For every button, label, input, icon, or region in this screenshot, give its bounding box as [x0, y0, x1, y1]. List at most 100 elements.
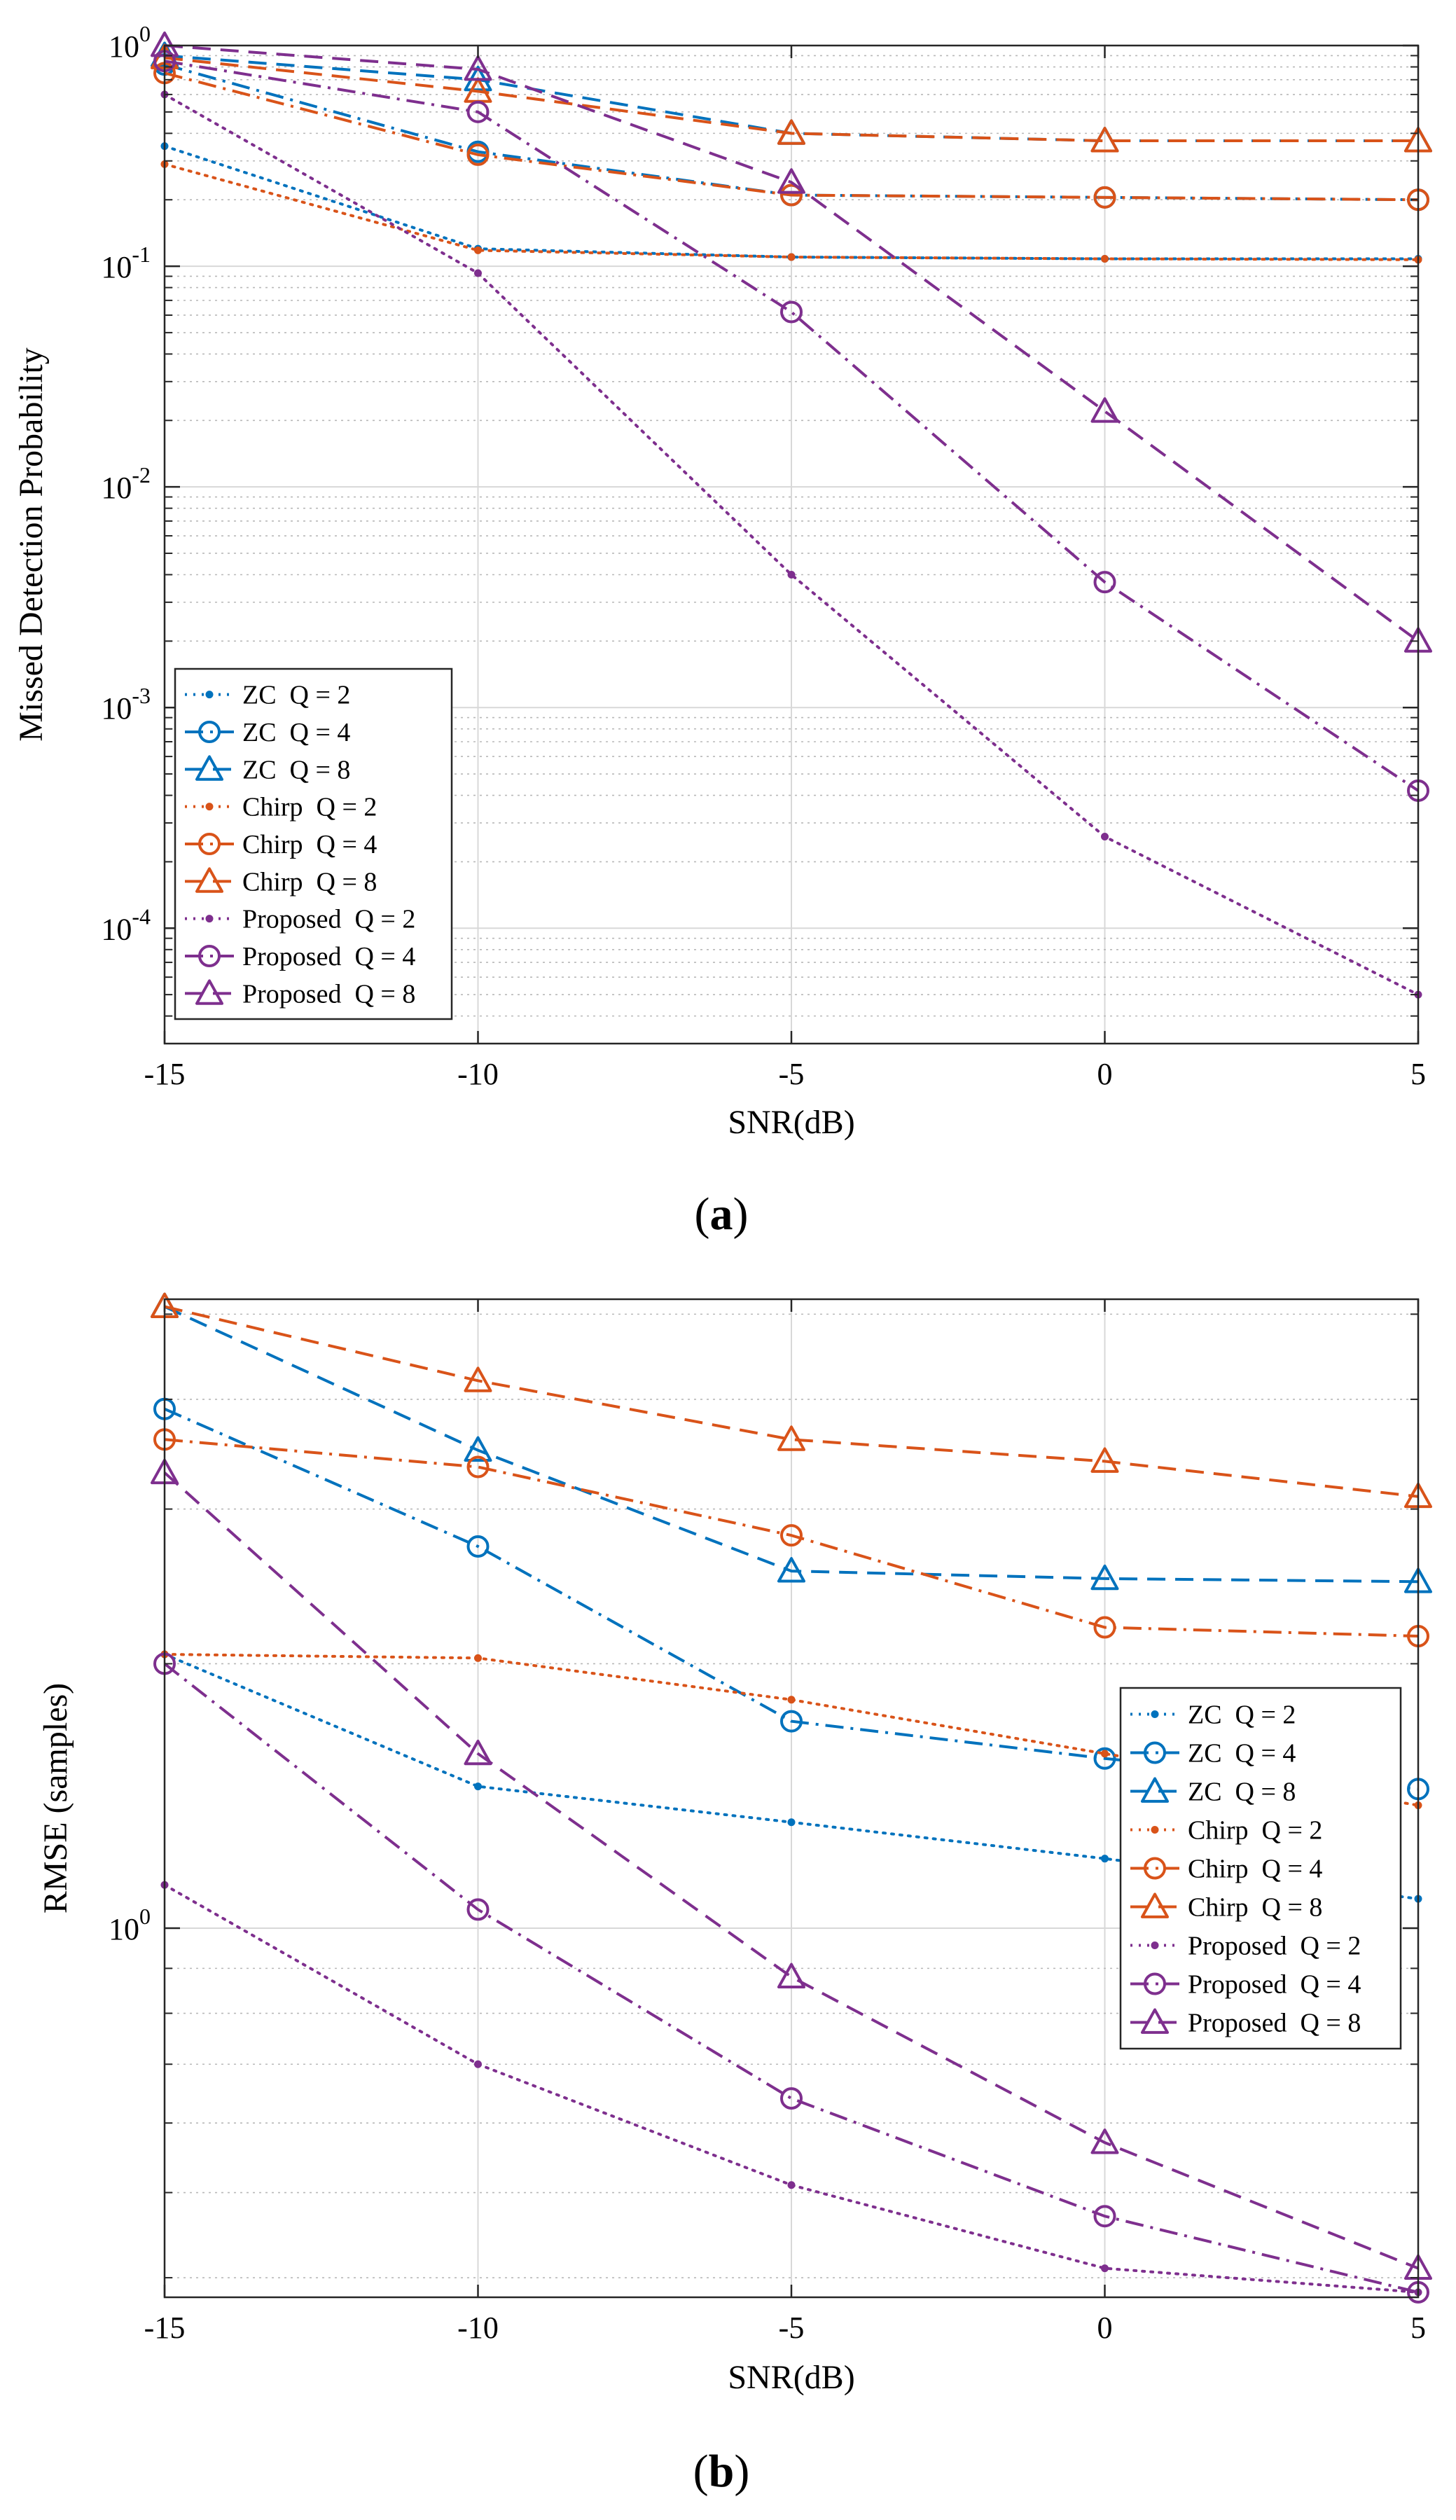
y-tick-label: 10-3 — [101, 683, 151, 726]
legend-label: Chirp Q = 4 — [1188, 1855, 1322, 1884]
x-tick-label: -10 — [457, 2311, 499, 2345]
data-point — [1101, 2264, 1109, 2273]
data-point — [464, 1366, 492, 1392]
data-point — [777, 1425, 805, 1451]
legend-label: Chirp Q = 8 — [242, 867, 377, 896]
data-point — [777, 1962, 805, 1989]
legend-marker — [198, 833, 221, 855]
legend-item: ZC Q = 4 — [1130, 1739, 1296, 1768]
data-point — [1101, 255, 1109, 263]
legend-item: ZC Q = 2 — [185, 681, 350, 710]
data-point — [474, 2060, 482, 2068]
x-tick-label: -15 — [144, 1057, 186, 1091]
data-point — [1090, 127, 1119, 153]
legend-item: Chirp Q = 2 — [185, 793, 377, 822]
data-point — [464, 55, 492, 81]
panel-b-grid — [164, 1299, 1419, 2297]
data-point — [474, 269, 482, 277]
legend-label: ZC Q = 2 — [242, 681, 350, 710]
series-line — [164, 56, 1418, 143]
data-point — [787, 571, 796, 579]
data-point — [1093, 571, 1116, 594]
panel-b-y-axis-label: RMSE (samples) — [37, 1683, 74, 1913]
panel-a-missed-detection-chart: -15 -10 -5 0 5 100 10-1 10-2 10-3 10-4 Missed Det… — [13, 21, 1432, 1240]
legend-marker — [1144, 1972, 1166, 1995]
data-point — [466, 100, 490, 123]
panel-a-x-axis-label: SNR(dB) — [728, 1104, 854, 1141]
x-tick-label: 5 — [1410, 2311, 1426, 2345]
legend-label: Proposed Q = 8 — [242, 979, 415, 1009]
legend-label: Proposed Q = 8 — [1188, 2009, 1361, 2038]
data-point — [464, 1436, 492, 1462]
data-point — [777, 168, 805, 194]
data-point — [1090, 2128, 1119, 2154]
legend-marker — [1141, 1777, 1169, 1803]
y-tick-label: 10-4 — [101, 904, 151, 946]
series-line — [164, 44, 1420, 642]
legend-marker — [195, 867, 223, 893]
legend-label: Proposed Q = 4 — [1188, 1970, 1361, 2000]
legend-label: ZC Q = 4 — [1188, 1739, 1296, 1768]
legend-item: Proposed Q = 8 — [1130, 2008, 1361, 2038]
data-point — [1090, 397, 1119, 423]
legend-marker — [195, 755, 223, 781]
legend-item: ZC Q = 2 — [1130, 1701, 1296, 1730]
panel-b-caption: (b) — [693, 2446, 750, 2497]
legend-marker — [1151, 1941, 1159, 1949]
data-point — [466, 1455, 490, 1479]
data-point — [1101, 1750, 1109, 1758]
legend-label: Chirp Q = 2 — [1188, 1816, 1322, 1846]
legend-item: Proposed Q = 2 — [185, 905, 415, 934]
y-tick-label: 100 — [109, 1904, 151, 1946]
series-chirp-circle — [153, 62, 1429, 212]
legend-item: Proposed Q = 4 — [185, 942, 415, 971]
panel-b-series — [151, 1292, 1432, 2304]
data-point — [787, 1696, 796, 1704]
x-tick-label: 0 — [1097, 1057, 1113, 1091]
data-point — [1090, 1447, 1119, 1473]
data-point — [787, 2181, 796, 2189]
legend-item: ZC Q = 8 — [1130, 1777, 1296, 1807]
legend-marker — [1144, 1741, 1166, 1764]
data-point — [466, 1898, 490, 1921]
legend-item: Proposed Q = 8 — [185, 979, 415, 1009]
legend-marker — [205, 803, 214, 811]
legend-label: Chirp Q = 2 — [242, 793, 377, 822]
series-line — [164, 71, 1419, 202]
data-point — [777, 119, 805, 145]
data-point — [1101, 833, 1109, 841]
data-point — [474, 1782, 482, 1791]
x-tick-label: 0 — [1097, 2311, 1113, 2345]
y-tick-label: 10-2 — [101, 462, 151, 505]
legend-label: ZC Q = 2 — [1188, 1701, 1296, 1730]
data-point — [780, 300, 803, 324]
data-point — [474, 1654, 482, 1662]
series-line — [164, 1305, 1419, 1584]
legend-marker — [1144, 1857, 1166, 1880]
legend-marker — [205, 915, 214, 923]
series-line — [163, 1472, 1419, 2270]
legend-marker — [205, 691, 214, 699]
panel-a-y-axis-label: Missed Detection Probability — [13, 347, 50, 742]
data-point — [1093, 186, 1116, 209]
data-point — [780, 1524, 803, 1547]
legend-marker — [1151, 1826, 1159, 1834]
series-line — [164, 1438, 1419, 1638]
x-tick-label: -5 — [779, 1057, 805, 1091]
legend-item: Chirp Q = 2 — [1130, 1816, 1322, 1846]
data-point — [787, 253, 796, 261]
series-line — [164, 60, 1420, 792]
legend-item: Proposed Q = 2 — [1130, 1932, 1361, 1961]
series-line — [163, 144, 1420, 261]
panel-a-legend: ZC Q = 2 ZC Q = 4 ZC Q = 8 Chirp Q = 2 Chirp… — [174, 667, 453, 1020]
data-point — [1090, 1564, 1119, 1591]
data-point — [474, 246, 482, 254]
legend-label: Proposed Q = 2 — [1188, 1932, 1361, 1961]
legend-label: Proposed Q = 4 — [242, 942, 415, 971]
data-point — [1101, 1855, 1109, 1863]
panel-a-caption: (a) — [695, 1189, 749, 1240]
panel-a-series — [151, 32, 1432, 999]
legend-item: Chirp Q = 4 — [1130, 1855, 1322, 1884]
panel-b-x-axis-label: SNR(dB) — [728, 2359, 854, 2396]
